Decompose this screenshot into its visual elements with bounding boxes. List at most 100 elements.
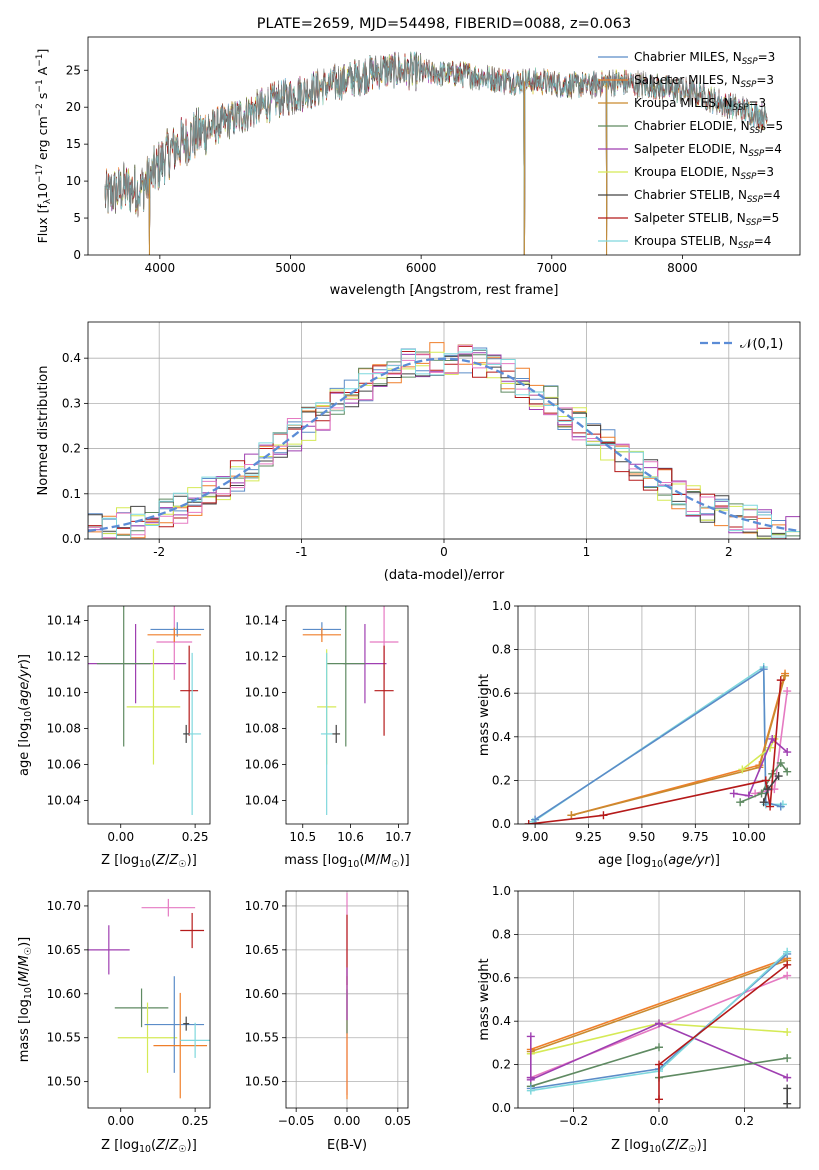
axes-frame [517, 605, 801, 825]
x-axis-label: Z [log10(Z/Z☉)] [101, 853, 197, 870]
point-marker [763, 785, 772, 794]
text-part: Kroupa MILES, N [634, 96, 733, 110]
y-tick-label: 10.60 [47, 987, 81, 1001]
point-marker [783, 1099, 792, 1108]
point-marker [783, 687, 792, 696]
errorbars [88, 898, 210, 1099]
chart-spectrum: 4000 5000 6000 7000 8000 0 5 10 15 20 25 PLATE=2659… [35, 16, 801, 298]
text-part: =4 [764, 142, 782, 156]
text-part: =4 [763, 188, 781, 202]
text-part: 10 [651, 859, 663, 870]
point-marker [776, 676, 785, 685]
y-tick-label: 10.04 [245, 794, 279, 808]
axes-frame [87, 605, 211, 825]
errorbar-point [183, 724, 190, 743]
y-tick-label: 20 [66, 100, 81, 114]
x-tick-label: 0.05 [384, 1114, 411, 1128]
legend-label: Chabrier ELODIE, NSSP=5 [634, 119, 783, 136]
text-part: Chabrier ELODIE, N [634, 119, 750, 133]
y-tick-label: 1.0 [492, 599, 511, 613]
y-tick-label: 10.65 [47, 943, 81, 957]
x-tick-label: 6000 [406, 261, 437, 275]
text-part: SSP [733, 103, 750, 113]
y-tick-label: 10.14 [47, 613, 81, 627]
text-part: Z [log [101, 853, 139, 868]
text-part: )] [697, 1138, 707, 1153]
text-part: age [log [17, 723, 32, 776]
chart-massweight-vs-age: 9.00 9.25 9.50 9.75 10.00 0.0 0.2 0.4 0.6 0.8 1.0 a… [477, 599, 801, 870]
text-part: ( [151, 853, 156, 868]
point-marker [783, 767, 792, 776]
y-tick-label: 0.2 [492, 773, 511, 787]
series-line [526, 1032, 535, 1082]
y-tick-label: 1.0 [492, 884, 511, 898]
y-tick-label: 10.12 [245, 649, 279, 663]
x-tick-label: 10.7 [385, 830, 412, 844]
y-axis-label: mass weight [477, 958, 492, 1040]
text-part: ☉ [178, 1144, 186, 1155]
series-path [530, 959, 788, 1053]
errorbar-point [117, 1002, 178, 1073]
text-part: ☉ [688, 1144, 696, 1155]
point-marker [781, 671, 790, 680]
errorbar-point [183, 1016, 190, 1031]
y-tick-label: 10 [66, 174, 81, 188]
text-part: −1 [35, 79, 45, 92]
series-lines [524, 663, 792, 824]
point-marker [655, 1060, 663, 1069]
x-tick-label: 1 [583, 545, 591, 559]
point-marker [524, 820, 533, 824]
y-tick-label: 0.8 [492, 643, 511, 657]
point-marker [655, 1019, 663, 1028]
point-marker [783, 971, 792, 980]
text-part: SSP [750, 126, 767, 136]
text-part: Kroupa STELIB, N [634, 234, 738, 248]
text-part: =5 [765, 119, 783, 133]
y-axis-label: mass weight [477, 674, 492, 756]
point-marker [783, 960, 792, 969]
axes-frame [87, 36, 801, 256]
text-part: A [35, 66, 50, 79]
chart-mass-vs-ebv: −0.05 0.00 0.05 10.50 10.55 10.60 10.65 10.70 E(… [245, 890, 411, 1153]
series-path [530, 957, 788, 1051]
y-tick-label: 10.50 [245, 1075, 279, 1089]
text-part: )] [17, 937, 32, 947]
y-tick-label: 0.4 [492, 730, 511, 744]
x-axis-label: wavelength [Angstrom, rest frame] [330, 283, 559, 298]
text-part: mass [log [17, 999, 32, 1062]
y-tick-label: 0.0 [492, 1101, 511, 1115]
x-tick-label: -1 [296, 545, 308, 559]
x-axis-label: (data-model)/error [384, 568, 505, 583]
text-part: Kroupa ELODIE, N [634, 165, 741, 179]
text-part: SSP [741, 80, 758, 90]
x-axis-label: Z [log10(Z/Z☉)] [101, 1138, 197, 1155]
y-tick-label: 0.0 [492, 817, 511, 831]
axes-frame [87, 890, 211, 1109]
point-marker [783, 1028, 792, 1037]
x-tick-label: 9.25 [575, 830, 602, 844]
text-part: age/yr [17, 662, 32, 705]
errorbar-point [332, 724, 341, 743]
point-marker [729, 789, 738, 798]
chart-massweight-vs-z: −0.2 0.0 0.20.00.20.40.60.81.0Z [log10(Z/Z… [477, 884, 801, 1155]
text-part: SSP [741, 172, 758, 182]
text-part: −2 [35, 103, 45, 116]
x-tick-label: 10.00 [732, 830, 766, 844]
point-marker [761, 776, 770, 785]
text-part: ( [151, 1138, 156, 1153]
x-tick-label: -2 [153, 545, 165, 559]
y-tick-label: 5 [73, 211, 81, 225]
text-part: / [675, 1138, 680, 1153]
text-part: =5 [762, 211, 780, 225]
x-tick-label: −0.05 [278, 1114, 315, 1128]
y-tick-label: 10.14 [245, 613, 279, 627]
series-lines [526, 947, 792, 1108]
chart-age-vs-mass: 10.5 10.6 10.7 10.04 10.06 10.08 10.10 10.12 10.… [245, 605, 412, 870]
text-part: 10 [35, 183, 50, 199]
y-axis-label: Flux [fλ10−17 erg cm−2 s−1 A−1] [35, 49, 53, 244]
text-part: / [376, 853, 381, 868]
y-tick-label: 10.65 [245, 943, 279, 957]
point-marker [768, 734, 777, 743]
text-part: Z [155, 1138, 166, 1153]
x-tick-label: 0.2 [735, 1114, 754, 1128]
